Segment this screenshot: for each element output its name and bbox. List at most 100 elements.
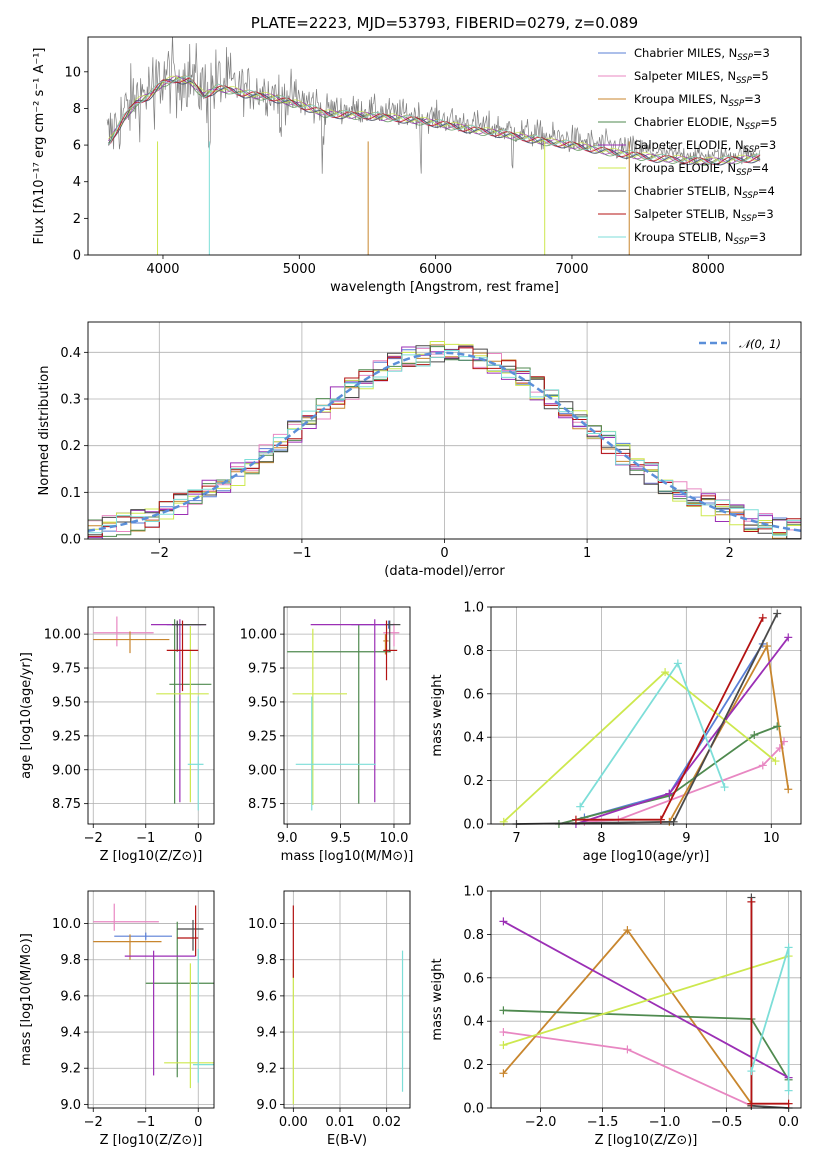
x-axis-label: E(B-V)	[327, 1133, 367, 1148]
x-tick-label: 9.5	[330, 831, 351, 846]
x-tick-label: −1.0	[649, 1115, 681, 1130]
y-axis-label: mass [log10(M/M⊙)]	[19, 933, 34, 1066]
y-tick-label: 0	[73, 249, 81, 264]
model-spectrum-8	[108, 75, 761, 165]
x-tick-label: 4000	[146, 262, 179, 277]
x-tick-label: 1	[583, 546, 591, 561]
weight_vs_Z-panel: −2.0 −1.5 −1.0 −0.5 0.0 0.0 0.2 0.4 0.6 0.8 1.0 Z […	[430, 885, 802, 1148]
y-tick-label: 2	[73, 212, 81, 227]
y-tick-label: 0.0	[463, 1102, 484, 1117]
x-tick-label: 10	[763, 831, 780, 846]
y-tick-label: 0.8	[463, 644, 484, 659]
x-tick-label: 0	[194, 1115, 202, 1130]
x-tick-label: 6000	[419, 262, 452, 277]
normal-reference-curve	[88, 351, 801, 533]
weight-line-3	[558, 725, 778, 825]
axes-frame	[490, 606, 802, 825]
y-tick-label: 10.0	[248, 917, 277, 932]
legend-entry: Salpeter ELODIE, NSSP=3	[634, 138, 776, 155]
x-tick-label: −2.0	[525, 1115, 557, 1130]
legend-entry: Kroupa ELODIE, NSSP=4	[634, 161, 769, 178]
y-tick-label: 9.2	[256, 1062, 277, 1077]
y-tick-label: 9.6	[256, 989, 277, 1004]
x-axis-label: Z [log10(Z/Z⊙)]	[595, 1133, 698, 1148]
y-tick-label: 9.2	[60, 1062, 81, 1077]
y-tick-label: 0.4	[463, 1015, 484, 1030]
y-tick-label: 0.3	[60, 393, 81, 408]
y-tick-label: 9.25	[52, 729, 81, 744]
y-tick-label: 9.6	[60, 989, 81, 1004]
y-tick-label: 9.75	[248, 662, 277, 677]
y-tick-label: 9.00	[248, 763, 277, 778]
y-tick-label: 4	[73, 175, 81, 190]
y-tick-label: 8.75	[52, 797, 81, 812]
y-tick-label: 9.0	[256, 1098, 277, 1113]
spectrum-panel: 4000 5000 6000 7000 8000 0 2 4 6 8 10 wavelength [A…	[32, 36, 802, 295]
weight_vs_age-panel: 7 8 9 10 0.0 0.2 0.4 0.6 0.8 1.0 age [log10(age/yr…	[430, 601, 802, 864]
y-tick-label: 9.25	[248, 729, 277, 744]
y-axis-label: age [log10(age/yr)]	[19, 652, 34, 779]
legend-entry: Chabrier MILES, NSSP=3	[634, 46, 770, 63]
model-spectrum-5	[108, 75, 761, 164]
x-tick-label: 7	[512, 831, 520, 846]
model-spectrum-6	[108, 79, 761, 166]
y-tick-label: 6	[73, 139, 81, 154]
x-tick-label: 8000	[692, 262, 725, 277]
y-tick-label: 0.0	[60, 533, 81, 548]
y-tick-label: 0.8	[463, 928, 484, 943]
age_vs_Z-panel: −2 −1 0 8.75 9.00 9.25 9.50 9.75 10.00 Z [log10(Z…	[19, 606, 215, 864]
x-axis-label: mass [log10(M/M⊙)]	[281, 849, 414, 864]
x-tick-label: 7000	[555, 262, 588, 277]
legend-entry: Chabrier STELIB, NSSP=4	[634, 184, 775, 201]
y-tick-label: 10	[64, 65, 81, 80]
y-axis-label: Normed distribution	[37, 366, 52, 496]
x-tick-label: −1	[136, 1115, 155, 1130]
x-tick-label: 2	[726, 546, 734, 561]
y-axis-label: mass weight	[430, 674, 445, 756]
axes-frame	[283, 606, 411, 825]
x-tick-label: 10.0	[380, 831, 409, 846]
x-axis-label: (data-model)/error	[384, 564, 505, 579]
x-tick-label: −0.5	[711, 1115, 743, 1130]
x-axis-label: Z [log10(Z/Z⊙)]	[100, 1133, 203, 1148]
y-tick-label: 0.1	[60, 486, 81, 501]
y-tick-label: 9.4	[256, 1026, 277, 1041]
mass_vs_ebv-panel: 0.00 0.01 0.02 9.0 9.2 9.4 9.6 9.8 10.0 E(B-V)	[248, 890, 411, 1148]
y-tick-label: 0.2	[463, 1058, 484, 1073]
errorbars	[93, 616, 212, 811]
figure-title: PLATE=2223, MJD=53793, FIBERID=0279, z=0…	[251, 14, 638, 32]
y-axis-label: Flux [fλ10⁻¹⁷ erg cm⁻² s⁻¹ A⁻¹]	[32, 48, 47, 245]
y-tick-label: 0.6	[463, 971, 484, 986]
legend-entry: Kroupa MILES, NSSP=3	[634, 92, 761, 109]
age_vs_mass-panel: 9.0 9.5 10.0 8.75 9.00 9.25 9.50 9.75 10.00 mass …	[240, 606, 414, 864]
x-tick-label: 5000	[283, 262, 316, 277]
residual-histogram-8	[88, 350, 801, 537]
axes-frame	[283, 890, 411, 1109]
axes-frame	[490, 890, 802, 1109]
x-tick-label: 9	[682, 831, 690, 846]
legend-entry: Salpeter STELIB, NSSP=3	[634, 207, 774, 224]
y-tick-label: 9.50	[52, 695, 81, 710]
spectrum-lines	[106, 37, 761, 255]
x-tick-label: −2	[84, 831, 103, 846]
y-tick-label: 8.75	[248, 797, 277, 812]
x-tick-label: −1	[292, 546, 311, 561]
y-tick-label: 9.4	[60, 1026, 81, 1041]
weight-line-5	[503, 955, 789, 1046]
x-tick-label: −1	[136, 831, 155, 846]
legend-entry: Salpeter MILES, NSSP=5	[634, 69, 769, 86]
y-tick-label: 9.8	[60, 953, 81, 968]
model-spectrum-3	[108, 76, 761, 166]
errorbars	[292, 905, 404, 1105]
y-tick-label: 8	[73, 102, 81, 117]
x-tick-label: 0.00	[279, 1115, 308, 1130]
errorbars	[287, 619, 401, 811]
legend-entry: Chabrier ELODIE, NSSP=5	[634, 115, 777, 132]
x-tick-label: 0.02	[372, 1115, 401, 1130]
x-tick-label: 0.01	[326, 1115, 355, 1130]
y-tick-label: 0.4	[60, 346, 81, 361]
residuals-panel: −2 −1 0 1 2 0.0 0.1 0.2 0.3 0.4 (data-model)/error…	[37, 321, 802, 579]
y-axis-label: mass weight	[430, 958, 445, 1040]
y-tick-label: 9.00	[52, 763, 81, 778]
